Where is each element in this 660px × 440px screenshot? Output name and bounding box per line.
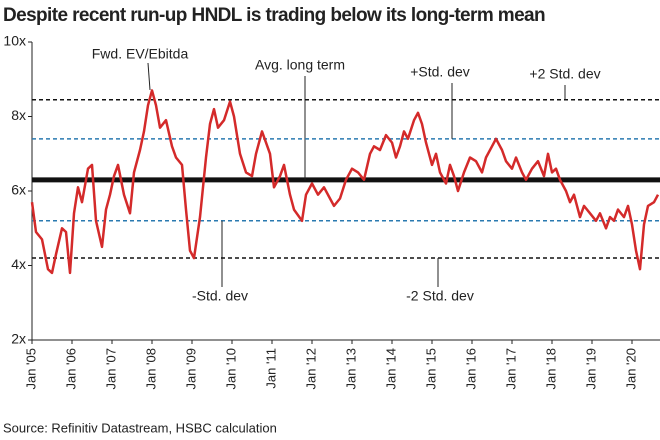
annotation: +Std. dev	[410, 64, 470, 80]
x-tick-label: Jan '10	[223, 348, 238, 390]
x-tick-label: Jan '14	[383, 348, 398, 390]
y-tick-label: 6x	[11, 182, 26, 198]
chart-title: Despite recent run-up HNDL is trading be…	[3, 5, 545, 26]
x-tick-label: Jan '09	[183, 348, 198, 390]
data-line	[30, 89, 660, 275]
x-tick-label: Jan '20	[623, 348, 638, 390]
annotation: +2 Std. dev	[529, 66, 600, 82]
x-tick-label: Jan '05	[23, 348, 38, 390]
x-tick-label: Jan '15	[423, 348, 438, 390]
x-tick-label: Jan '07	[103, 348, 118, 390]
annotation: -Std. dev	[192, 288, 248, 304]
x-tick-label: Jan '12	[303, 348, 318, 390]
x-tick-label: Jan '08	[143, 348, 158, 390]
y-tick-label: 8x	[11, 107, 26, 123]
source-note: Source: Refinitiv Datastream, HSBC calcu…	[3, 420, 277, 435]
series-label: Fwd. EV/Ebitda	[92, 46, 189, 62]
annotation: -2 Std. dev	[406, 288, 474, 304]
x-tick-label: Jan '19	[583, 348, 598, 390]
x-tick-label: Jan '18	[543, 348, 558, 390]
x-tick-label: Jan '06	[63, 348, 78, 390]
annotation-leader	[147, 62, 151, 91]
x-tick-label: Jan '13	[343, 348, 358, 390]
annotation: Avg. long term	[255, 57, 345, 73]
x-tick-label: Jan '11	[263, 348, 278, 389]
y-tick-label: 4x	[11, 256, 26, 272]
y-tick-label: 2x	[11, 331, 26, 347]
y-tick-label: 10x	[3, 33, 26, 49]
x-tick-label: Jan '16	[463, 348, 478, 390]
x-tick-label: Jan '17	[503, 348, 518, 390]
